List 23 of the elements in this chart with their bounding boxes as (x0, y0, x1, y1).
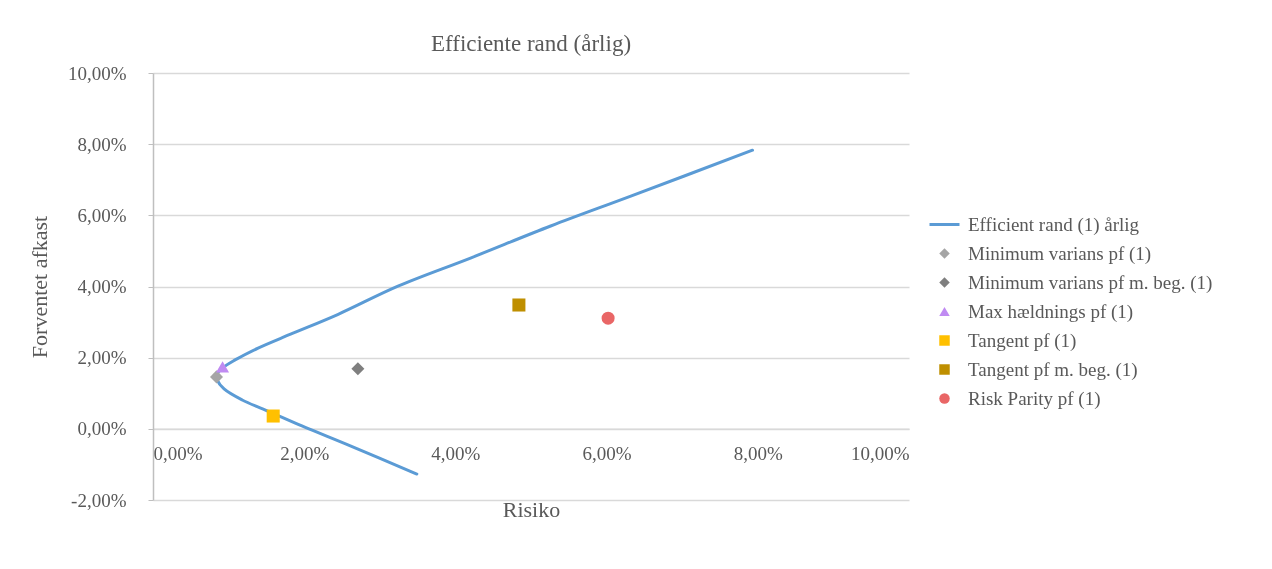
legend-label: Risk Parity pf (1) (968, 387, 1101, 410)
x-tick-label: 4,00% (431, 443, 481, 465)
y-tick-label: 10,00% (67, 62, 127, 84)
y-tick-label: 4,00% (77, 276, 127, 297)
y-tick-label: 2,00% (77, 347, 127, 369)
legend-label: Tangent pf (1) (968, 329, 1077, 352)
x-tick-label: 10,00% (850, 443, 910, 465)
legend-label: Minimum varians pf (1) (968, 242, 1152, 265)
legend-label: Efficient rand (1) årlig (968, 213, 1140, 236)
chart-title: Efficiente rand (årlig) (430, 31, 632, 56)
x-tick-label: 2,00% (280, 443, 330, 465)
x-axis-title: Risiko (502, 497, 561, 523)
x-tick-label: 6,00% (582, 443, 632, 465)
y-tick-label: 0,00% (77, 418, 127, 440)
legend-label: Tangent pf m. beg. (1) (968, 358, 1138, 381)
y-tick-label: 8,00% (77, 133, 127, 155)
y-tick-label: 6,00% (77, 204, 127, 226)
legend-label: Max hældnings pf (1) (968, 300, 1134, 323)
legend-label: Minimum varians pf m. beg. (1) (968, 271, 1213, 294)
y-axis-title: Forventet afkast (26, 215, 52, 359)
x-tick-label: 8,00% (733, 443, 784, 465)
x-tick-label: 0,00% (153, 443, 203, 465)
y-tick-label: -2,00% (71, 489, 127, 511)
